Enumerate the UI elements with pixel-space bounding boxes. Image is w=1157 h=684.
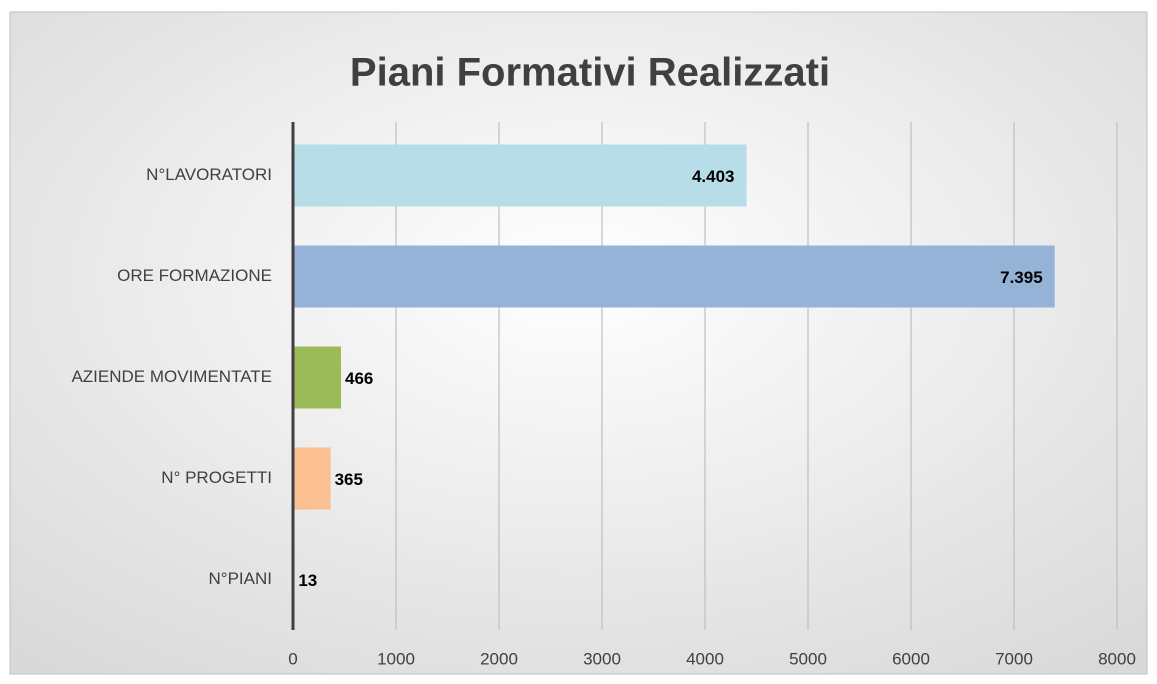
x-tick-label: 3000: [583, 649, 621, 668]
y-tick-label: N° PROGETTI: [161, 468, 272, 487]
bar: [293, 346, 341, 409]
y-tick-label: N°PIANI: [209, 569, 272, 588]
data-label: 7.395: [1000, 268, 1043, 287]
y-tick-label: ORE FORMAZIONE: [117, 266, 272, 285]
y-tick-label: N°LAVORATORI: [146, 165, 272, 184]
chart-background: [9, 11, 1148, 675]
x-tick-label: 8000: [1098, 649, 1136, 668]
x-tick-label: 2000: [480, 649, 518, 668]
x-tick-label: 6000: [892, 649, 930, 668]
x-tick-label: 7000: [995, 649, 1033, 668]
x-tick-label: 1000: [377, 649, 415, 668]
data-label: 365: [335, 470, 363, 489]
data-label: 466: [345, 369, 373, 388]
x-tick-label: 4000: [686, 649, 724, 668]
chart-title: Piani Formativi Realizzati: [350, 51, 830, 95]
data-label: 13: [298, 571, 317, 590]
bar: [293, 144, 747, 207]
bar: [293, 245, 1055, 308]
data-label: 4.403: [692, 167, 735, 186]
x-tick-label: 5000: [789, 649, 827, 668]
y-tick-label: AZIENDE MOVIMENTATE: [71, 367, 272, 386]
x-tick-label: 0: [288, 649, 297, 668]
bar: [293, 447, 331, 510]
